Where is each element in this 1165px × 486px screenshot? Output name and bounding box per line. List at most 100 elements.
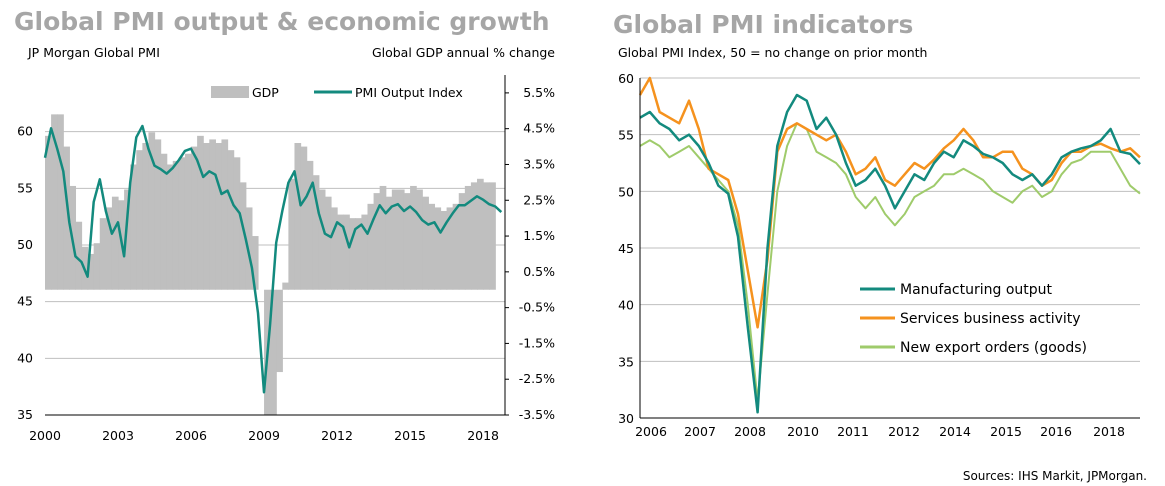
gdp-bar xyxy=(93,243,101,290)
left-legend: GDP PMI Output Index xyxy=(211,85,463,100)
gdp-bar xyxy=(367,203,375,290)
right-y-tick-label: 40 xyxy=(618,298,634,313)
gdp-bar xyxy=(233,157,241,290)
gdp-bar xyxy=(349,218,356,290)
gdp-bar xyxy=(57,114,64,290)
left-y2-tick-label: -2.5% xyxy=(519,371,555,386)
right-x-tick-label: 2012 xyxy=(888,424,920,439)
right-y-tick-label: 50 xyxy=(618,184,634,199)
gdp-bar xyxy=(105,207,113,290)
gdp-bar xyxy=(87,253,95,290)
right-y-tick-label: 60 xyxy=(618,71,634,86)
gdp-bar xyxy=(45,135,52,290)
gdp-bar xyxy=(337,214,344,290)
gdp-bar xyxy=(221,139,229,290)
gdp-bar xyxy=(416,189,423,290)
left-y-tick-label: 55 xyxy=(17,180,33,195)
left-y-tick-label: 40 xyxy=(17,350,33,365)
gdp-bar xyxy=(270,289,277,415)
left-x-tick-label: 2012 xyxy=(321,428,353,443)
gdp-bar xyxy=(391,189,399,290)
right-x-tick-label: 2010 xyxy=(787,424,819,439)
gdp-bar xyxy=(379,185,387,290)
left-tick-labels: 35 40 45 50 55 60 5.5% 4.5% 3.5% 2.5% 1.5% 0.5% -0.5… xyxy=(17,85,555,443)
manufacturing-output-legend-label: Manufacturing output xyxy=(900,282,1053,298)
left-x-tick-label: 2015 xyxy=(394,428,426,443)
manufacturing-output-line xyxy=(639,93,1141,414)
gdp-bar xyxy=(397,189,405,290)
left-x-tick-label: 2000 xyxy=(29,428,61,443)
gdp-bar xyxy=(470,182,478,290)
gdp-bar xyxy=(276,289,283,373)
gdp-bar xyxy=(312,175,320,290)
gdp-bar xyxy=(172,160,180,290)
right-y-tick-label: 45 xyxy=(618,241,634,256)
gdp-bar xyxy=(111,196,119,290)
new-export-orders-goods-legend-label: New export orders (goods) xyxy=(900,340,1087,356)
gdp-bar xyxy=(288,178,296,290)
gdp-bar xyxy=(306,160,314,290)
pmi-output-series xyxy=(43,124,503,394)
gdp-bar xyxy=(361,214,369,290)
right-series-lines xyxy=(638,76,1141,414)
right-chart-title: Global PMI indicators xyxy=(613,10,913,39)
gdp-bars xyxy=(45,114,496,415)
gdp-bar xyxy=(227,150,235,290)
gdp-bar xyxy=(403,193,411,290)
gdp-bar xyxy=(130,164,137,290)
right-x-tick-label: 2008 xyxy=(734,424,766,439)
left-y2-tick-label: 1.5% xyxy=(523,228,555,243)
source-note: Sources: IHS Markit, JPMorgan. xyxy=(963,469,1147,483)
right-x-tick-label: 2007 xyxy=(684,424,716,439)
gdp-bar xyxy=(434,207,442,290)
left-y-tick-label: 50 xyxy=(17,237,33,252)
gdp-bar xyxy=(166,164,174,290)
gdp-bar xyxy=(373,193,381,290)
left-x-tick-label: 2018 xyxy=(467,428,499,443)
left-y2-tick-label: 2.5% xyxy=(523,192,555,207)
left-y2-tick-label: 0.5% xyxy=(523,264,555,279)
gdp-bar xyxy=(318,189,326,290)
left-y2-tick-label: 4.5% xyxy=(523,121,555,136)
gdp-bar xyxy=(160,153,168,290)
gdp-bar xyxy=(422,196,429,290)
gdp-bar xyxy=(446,207,454,290)
gdp-bar xyxy=(458,193,466,290)
left-y2-tick-label: 3.5% xyxy=(523,156,555,171)
right-x-tick-label: 2006 xyxy=(635,424,667,439)
gdp-bar xyxy=(178,157,186,290)
services-business-activity-legend-label: Services business activity xyxy=(900,311,1081,327)
right-x-tick-label: 2016 xyxy=(1040,424,1072,439)
left-x-tick-label: 2006 xyxy=(175,428,207,443)
left-y2-tick-label: -1.5% xyxy=(519,335,555,350)
right-y-axis-label: Global PMI Index, 50 = no change on prio… xyxy=(618,45,927,60)
gdp-bar xyxy=(63,146,70,290)
left-y2-tick-label: 5.5% xyxy=(523,85,555,100)
left-x-tick-label: 2009 xyxy=(248,428,280,443)
legend-gdp-label: GDP xyxy=(252,85,279,100)
gdp-bar xyxy=(428,203,436,290)
gdp-bar xyxy=(75,221,83,290)
services-business-activity-line xyxy=(638,76,1141,329)
gdp-bar xyxy=(51,114,58,290)
gdp-bar xyxy=(489,182,496,290)
gdp-bar xyxy=(124,189,131,290)
left-axes xyxy=(45,75,509,416)
gdp-bar xyxy=(136,150,143,290)
right-x-tick-label: 2011 xyxy=(837,424,869,439)
gdp-bar xyxy=(294,143,302,290)
gdp-bar xyxy=(99,218,107,290)
gdp-bar xyxy=(191,146,198,290)
right-y-tick-label: 30 xyxy=(618,411,634,426)
gdp-bar xyxy=(300,146,308,290)
gdp-bar xyxy=(330,207,338,290)
left-chart-title: Global PMI output & economic growth xyxy=(14,7,550,36)
gdp-bar xyxy=(154,139,162,290)
left-y-tick-label: 35 xyxy=(17,407,33,422)
gdp-bar xyxy=(355,218,363,290)
left-y2-tick-label: -3.5% xyxy=(519,407,555,422)
right-x-tick-label: 2014 xyxy=(939,424,971,439)
left-y-axis-label: JP Morgan Global PMI xyxy=(27,45,160,60)
right-y-tick-label: 35 xyxy=(618,354,634,369)
